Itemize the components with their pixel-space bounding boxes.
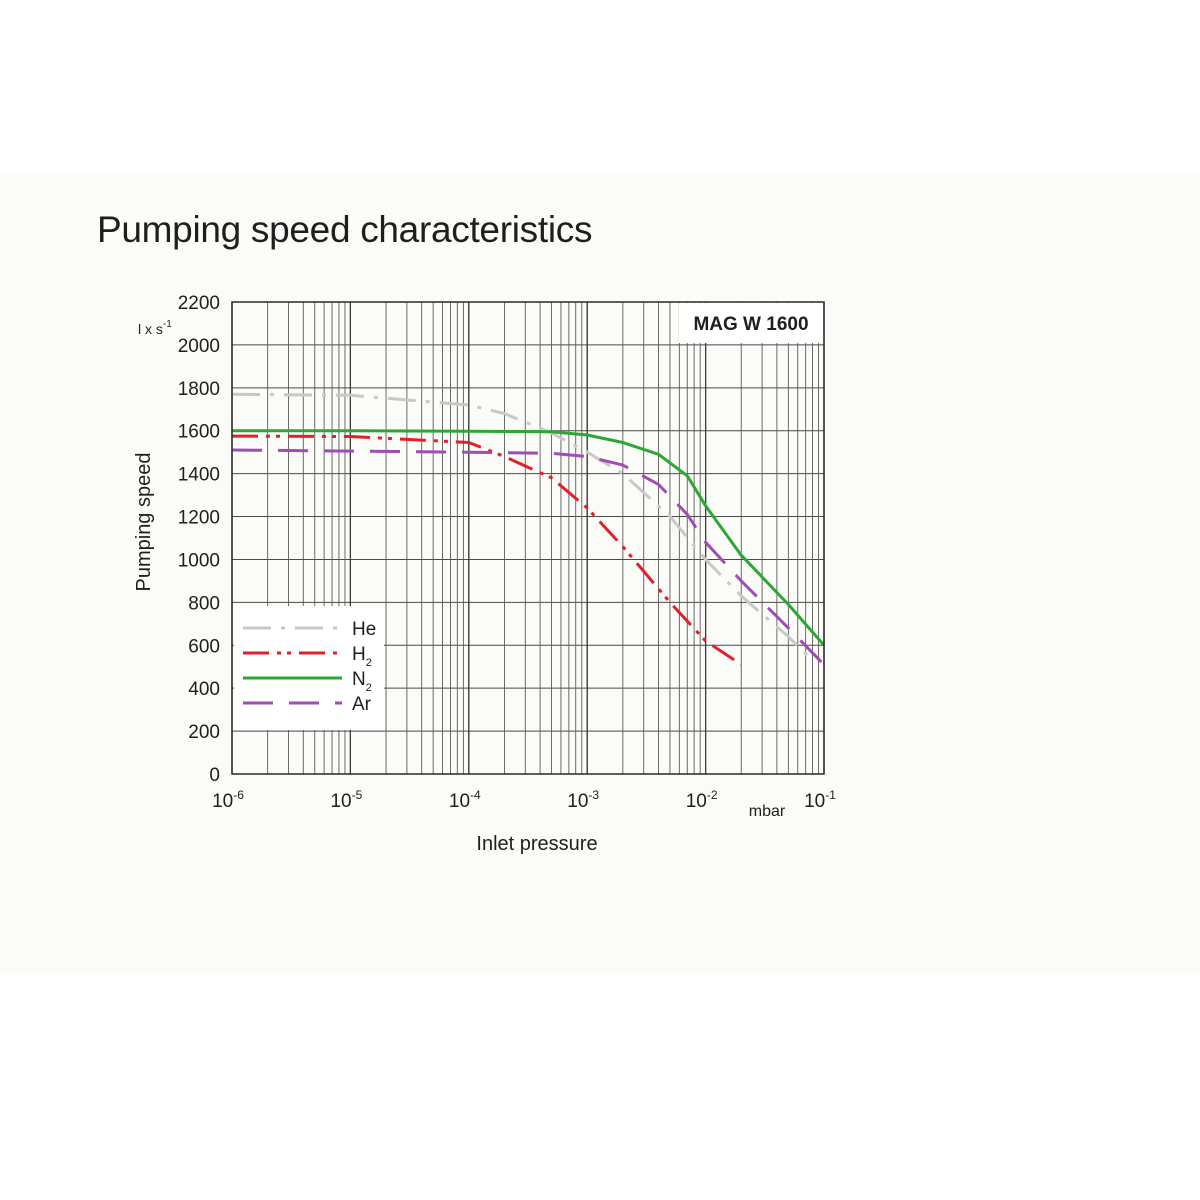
y-tick-label: 600: [188, 636, 220, 657]
y-unit-label: l x s-1: [138, 319, 172, 337]
y-axis-label: Pumping speed: [133, 453, 155, 592]
legend-label-n2: N2: [352, 669, 372, 694]
x-tick-label: 10-5: [330, 788, 362, 812]
series-line-h2: [231, 434, 743, 666]
y-tick-label: 1000: [178, 550, 220, 571]
y-tick-labels: 0 200 400 600 800 1000 1200 1400 1600 1800 2000 220…: [178, 293, 220, 786]
x-axis-label: Inlet pressure: [476, 833, 597, 855]
series-line-ar: [231, 448, 826, 666]
legend-label-ar: Ar: [352, 694, 372, 715]
x-tick-labels: 10-6 10-5 10-4 10-3 10-2 10-1: [212, 788, 836, 812]
y-tick-label: 1800: [178, 379, 220, 400]
series-line-n2: [232, 429, 826, 647]
y-tick-label: 1600: [178, 422, 220, 443]
x-tick-label: 10-6: [212, 788, 244, 812]
y-tick-label: 800: [188, 593, 220, 614]
y-tick-label: 2200: [178, 293, 220, 314]
chart-title: Pumping speed characteristics: [97, 209, 593, 250]
x-unit-label: mbar: [749, 803, 786, 820]
series-lines: [231, 392, 826, 666]
x-tick-label: 10-4: [449, 788, 481, 812]
x-tick-label: 10-1: [804, 788, 836, 812]
model-label: MAG W 1600: [693, 314, 808, 335]
legend-label-h2: H2: [352, 644, 372, 669]
y-tick-label: 2000: [178, 336, 220, 357]
y-tick-label: 200: [188, 722, 220, 743]
x-tick-label: 10-3: [567, 788, 599, 812]
chart-panel: [0, 172, 1200, 975]
series-line-he: [231, 392, 814, 662]
y-tick-label: 0: [209, 765, 220, 786]
legend-label-he: He: [352, 619, 376, 640]
x-tick-label: 10-2: [686, 788, 718, 812]
plot-frame: [231, 301, 825, 775]
y-tick-label: 1400: [178, 465, 220, 486]
y-tick-label: 400: [188, 679, 220, 700]
model-label-box: MAG W 1600: [679, 303, 823, 343]
y-tick-label: 1200: [178, 508, 220, 529]
